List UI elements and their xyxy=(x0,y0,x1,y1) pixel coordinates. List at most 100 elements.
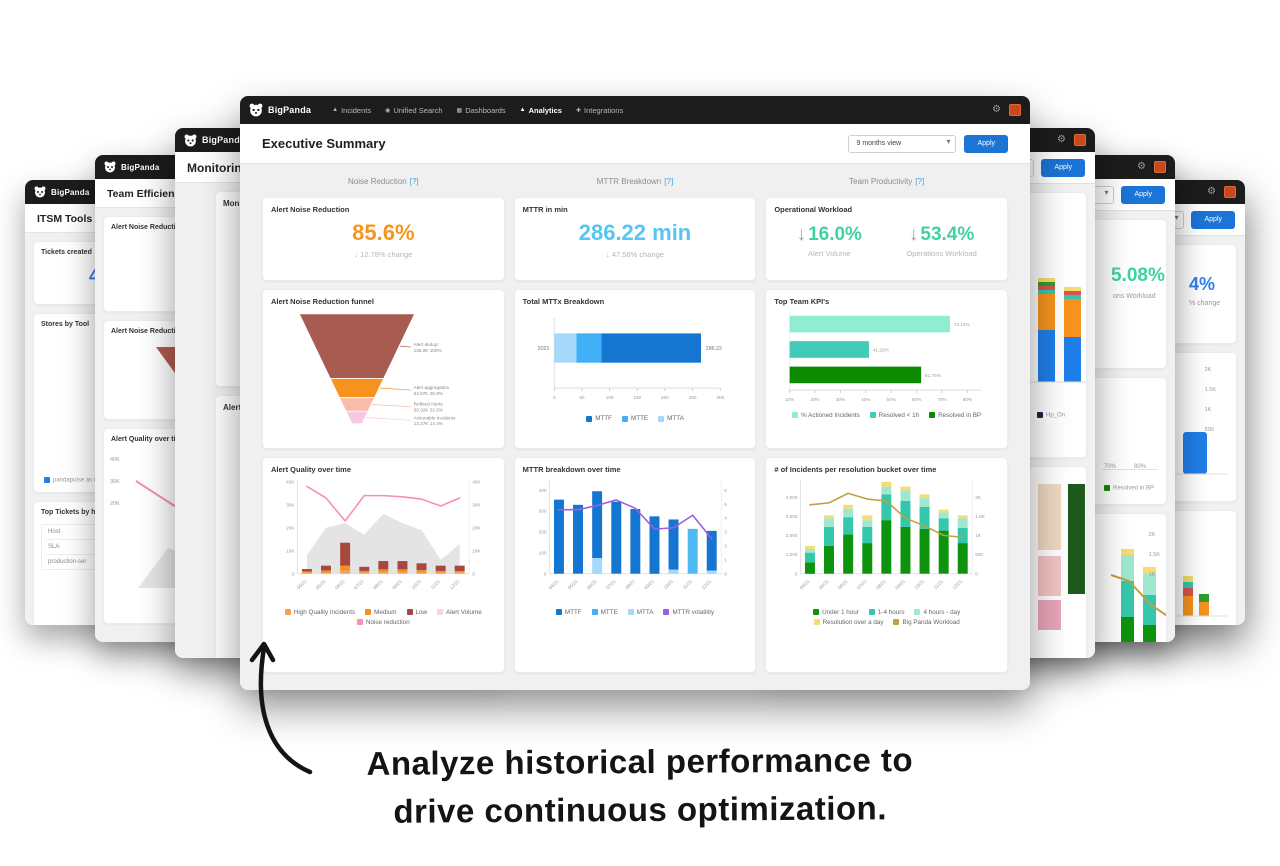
bigpanda-logo-icon xyxy=(249,103,263,117)
card-title: # of Incidents per resolution bucket ove… xyxy=(774,465,937,474)
svg-text:Alert aggregation: Alert aggregation xyxy=(414,385,450,390)
mini-axis-ticks: 2K 1.5K 1K 500 xyxy=(1205,367,1216,433)
apply-button[interactable]: Apply xyxy=(1121,185,1165,204)
section-header-noise-reduction: Noise Reduction [?] xyxy=(262,173,505,189)
brand-text: BigPanda xyxy=(51,187,90,197)
svg-text:10K: 10K xyxy=(286,548,295,553)
workload-kpis: ↓ 16.0% Alert Volume ↓ 53.4% Operations Workl… xyxy=(774,224,999,258)
apply-button[interactable]: Apply xyxy=(1041,158,1085,177)
svg-text:06/21: 06/21 xyxy=(334,578,346,590)
svg-text:150: 150 xyxy=(633,395,641,400)
svg-text:30.32K 22.5%: 30.32K 22.5% xyxy=(414,408,443,413)
svg-text:500: 500 xyxy=(976,552,984,557)
svg-text:Alert dedup:: Alert dedup: xyxy=(414,342,439,347)
mini-axis-ticks: 2K 1.5K 1K xyxy=(1149,532,1160,578)
legend-swatch xyxy=(1037,412,1043,419)
svg-text:13.27K 14.4%: 13.27K 14.4% xyxy=(414,421,443,426)
nav-item-integrations[interactable]: ✚ Integrations xyxy=(575,105,624,115)
card-title: Alert Noise Reduction xyxy=(111,224,185,231)
gear-icon[interactable]: ⚙ xyxy=(992,104,1001,115)
svg-text:3: 3 xyxy=(724,530,727,535)
svg-text:3,000: 3,000 xyxy=(786,514,798,519)
legend-item: High Quality Incidents xyxy=(284,609,355,616)
svg-text:0: 0 xyxy=(795,571,798,576)
unified-search-icon: ◉ xyxy=(385,107,391,114)
svg-text:200: 200 xyxy=(661,395,669,400)
kpi-change: ↓ 12.78% change xyxy=(354,250,413,259)
axis-tick: 500 xyxy=(1204,427,1214,433)
help-link[interactable]: [?] xyxy=(664,176,674,186)
kpi-value: 286.22 min xyxy=(578,220,692,245)
svg-text:73.12%: 73.12% xyxy=(954,322,970,327)
chevron-down-icon: ▾ xyxy=(1104,187,1109,197)
down-arrow-icon: ↓ xyxy=(908,224,919,245)
svg-text:04/21: 04/21 xyxy=(296,578,308,590)
mttr-over-time-chart: 0 100 200 300 400 0 1 2 3 4 5 6 04/21 05/21 06/21 07/21… xyxy=(538,479,727,590)
avatar[interactable] xyxy=(1154,161,1166,173)
legend-item: Resolved in BP xyxy=(929,412,981,419)
range-select-value: 9 months view xyxy=(856,140,902,147)
svg-text:04/21: 04/21 xyxy=(799,578,811,590)
brand-text: BigPanda xyxy=(202,135,246,145)
avatar[interactable] xyxy=(1224,186,1236,198)
chevron-down-icon: ▾ xyxy=(946,136,951,146)
svg-text:40K: 40K xyxy=(472,480,481,485)
legend-item: MTTE xyxy=(591,609,618,616)
legend-item: MTTE xyxy=(621,415,648,422)
svg-text:5: 5 xyxy=(724,502,727,507)
svg-text:07/21: 07/21 xyxy=(856,578,868,590)
svg-text:07/21: 07/21 xyxy=(353,578,365,590)
svg-text:300: 300 xyxy=(716,395,724,400)
svg-text:30%: 30% xyxy=(836,397,845,402)
svg-text:100: 100 xyxy=(538,550,546,555)
svg-text:Refined Alerts: Refined Alerts xyxy=(414,402,444,407)
svg-text:06/21: 06/21 xyxy=(586,578,598,590)
avatar[interactable] xyxy=(1009,104,1021,116)
legend-item: MTTA xyxy=(627,609,653,616)
workload-kpi: ↓ 53.4% Operations Workload xyxy=(906,224,977,258)
svg-text:09/21: 09/21 xyxy=(895,578,907,590)
team-kpi-chart: 73.12% 41.22% 61.78% 10% 20% 30% 40% 50% 60% 70% 8… xyxy=(785,311,982,402)
integrations-icon: ✚ xyxy=(575,107,582,114)
svg-text:30K: 30K xyxy=(472,502,481,507)
svg-text:10/21: 10/21 xyxy=(410,578,422,590)
card-title: Operational Workload xyxy=(774,205,853,214)
svg-text:40K: 40K xyxy=(286,480,295,485)
svg-text:0: 0 xyxy=(553,395,556,400)
axis-tick: 80% xyxy=(1134,464,1147,470)
card-operational-workload: Operational Workload ↓ 16.0% Alert Volume ↓… xyxy=(765,197,1008,281)
mttx-legend: MTTF MTTE MTTA xyxy=(523,415,748,422)
nav-item-unified-search[interactable]: ◉ Unified Search xyxy=(385,105,443,115)
gear-icon[interactable]: ⚙ xyxy=(1137,161,1146,172)
nav-item-dashboards[interactable]: ▦ Dashboards xyxy=(456,105,506,115)
svg-text:1.5K: 1.5K xyxy=(976,514,986,519)
help-link[interactable]: [?] xyxy=(915,176,925,186)
main-nav-items: ▲ Incidents ◉ Unified Search ▦ Dashboards ▲ Ana… xyxy=(332,106,623,115)
legend-item: Hp_On xyxy=(1037,412,1065,419)
apply-button[interactable]: Apply xyxy=(1191,210,1235,229)
nav-item-incidents[interactable]: ▲ Incidents xyxy=(332,105,372,115)
card-alert-quality-over-time: Alert Quality over time 0 10K 20K 30K 40K 0 10… xyxy=(262,457,505,673)
axis-tick: 1.5K xyxy=(1148,552,1160,558)
funnel-chart: Alert dedup:135.0K 100% Alert aggregation… xyxy=(298,313,456,426)
svg-text:11/21: 11/21 xyxy=(681,578,693,590)
gear-icon[interactable]: ⚙ xyxy=(1057,134,1066,145)
alert-quality-chart: 0 10K 20K 30K 40K 0 10K 20K 30K 40K 04/21 05/21 06/2… xyxy=(286,480,481,591)
alert-quality-legend: High Quality Incidents Medium Low Alert Vol… xyxy=(271,609,496,626)
avatar[interactable] xyxy=(1074,134,1086,146)
table-row: Host xyxy=(48,529,61,535)
nav-item-analytics[interactable]: ▲ Analytics xyxy=(519,105,562,115)
help-link[interactable]: [?] xyxy=(409,176,419,186)
section-header-team-productivity: Team Productivity [?] xyxy=(765,173,1008,189)
apply-button[interactable]: Apply xyxy=(964,134,1008,153)
bigpanda-logo-icon xyxy=(104,161,116,173)
svg-text:20%: 20% xyxy=(811,397,820,402)
axis-tick: 30K xyxy=(110,479,120,485)
card-title: Total MTTx Breakdown xyxy=(522,297,605,306)
legend-item: MTTA xyxy=(658,415,684,422)
gear-icon[interactable]: ⚙ xyxy=(1207,186,1216,197)
kpi-value: 85.6% xyxy=(352,220,415,245)
kpi-value: 4% xyxy=(1189,274,1216,294)
range-select[interactable]: 9 months view ▾ xyxy=(848,134,957,153)
legend-item: Big Panda Workload xyxy=(893,619,960,626)
